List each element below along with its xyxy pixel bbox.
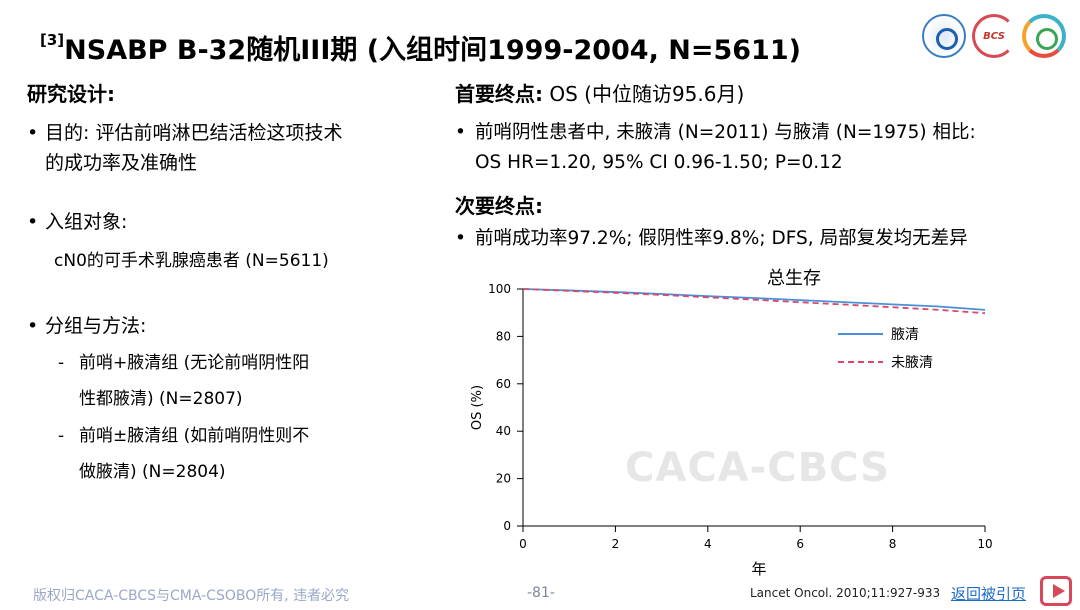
chart-title: 总生存 (767, 268, 821, 289)
association-logo (922, 14, 966, 58)
y-tick-label: 100 (488, 282, 511, 296)
primary-result-line-2: OS HR=1.20, 95% CI 0.96-1.50; P=0.12 (475, 152, 843, 173)
grouping-bullet: • 分组与方法: (27, 311, 146, 341)
back-to-reference-link[interactable]: 返回被引页 (951, 585, 1027, 603)
bullet-dot: • (455, 122, 466, 143)
bullet-dot: • (27, 211, 39, 233)
society-logo (1022, 14, 1066, 58)
group-2-line-1: 前哨±腋清组 (如前哨阴性则不 (79, 426, 310, 446)
y-tick-label: 0 (503, 519, 511, 533)
x-tick-label: 4 (704, 537, 712, 551)
grouping-label: 分组与方法: (45, 315, 147, 337)
back-arrow-icon[interactable] (1040, 576, 1072, 606)
primary-result-line-1: 前哨阴性患者中, 未腋清 (N=2011) 与腋清 (N=1975) 相比: (475, 122, 976, 143)
objective-line-1: 目的: 评估前哨淋巴结活检这项技术 (45, 122, 343, 144)
secondary-result-line: 前哨成功率97.2%; 假阴性率9.8%; DFS, 局部复发均无差异 (475, 228, 968, 249)
group-1-item: - 前哨+腋清组 (无论前哨阴性阳 性都腋清) (N=2807) (58, 345, 309, 417)
survival-chart: 总生存 0 20 40 60 80 100 0 2 4 6 8 10 年 OS (%) 腋清未腋清 (455, 262, 1015, 580)
x-tick-label: 0 (519, 537, 527, 551)
x-tick-label: 10 (977, 537, 992, 551)
series-line-1 (522, 288, 986, 311)
group-2-item: - 前哨±腋清组 (如前哨阴性则不 做腋清) (N=2804) (58, 418, 309, 490)
title-reference: [3] (40, 31, 65, 49)
copyright-notice: 版权归CACA-CBCS与CMA-CSOBO所有, 违者必究 (33, 588, 350, 604)
secondary-endpoint-heading: 次要终点: (455, 194, 543, 218)
bullet-dot: • (27, 315, 39, 337)
y-tick-label: 40 (496, 424, 511, 438)
y-tick-label: 20 (496, 472, 511, 486)
bullet-dot: • (455, 228, 466, 249)
group-1-line-1: 前哨+腋清组 (无论前哨阴性阳 (79, 353, 310, 373)
x-tick-label: 2 (612, 537, 620, 551)
group-1-line-2: 性都腋清) (N=2807) (79, 389, 243, 409)
bcs-logo: BCS (972, 14, 1016, 58)
x-tick-label: 8 (889, 537, 897, 551)
series-line-2 (522, 288, 986, 315)
page-number: -81- (527, 585, 555, 601)
y-axis-label: OS (%) (470, 385, 485, 430)
legend-label-1: 腋清 (891, 327, 919, 343)
study-design-heading: 研究设计: (27, 82, 115, 106)
slide-title: [3]NSABP B-32随机III期 (入组时间1999-2004, N=56… (40, 28, 801, 67)
title-text: NSABP B-32随机III期 (入组时间1999-2004, N=5611) (64, 35, 801, 66)
watermark: CACA-CBCS (625, 445, 890, 491)
dash-marker: - (58, 426, 65, 446)
objective-bullet: • 目的: 评估前哨淋巴结活检这项技术 的成功率及准确性 (27, 118, 427, 178)
enrollment-bullet: • 入组对象: (27, 207, 127, 237)
dash-marker: - (58, 353, 65, 373)
primary-result-bullet: • 前哨阴性患者中, 未腋清 (N=2011) 与腋清 (N=1975) 相比:… (455, 118, 1065, 178)
secondary-result-bullet: • 前哨成功率97.2%; 假阴性率9.8%; DFS, 局部复发均无差异 (455, 224, 1065, 254)
group-2-line-2: 做腋清) (N=2804) (79, 462, 226, 482)
enrollment-detail: cN0的可手术乳腺癌患者 (N=5611) (54, 251, 329, 271)
enrollment-label: 入组对象: (45, 211, 128, 233)
objective-line-2: 的成功率及准确性 (45, 152, 198, 174)
logo-group: BCS (922, 14, 1066, 58)
bullet-dot: • (27, 122, 39, 144)
y-tick-label: 80 (496, 329, 511, 343)
legend-label-2: 未腋清 (891, 355, 933, 371)
primary-endpoint-value: OS (中位随访95.6月) (543, 82, 745, 106)
y-tick-label: 60 (496, 377, 511, 391)
primary-endpoint-label: 首要终点: (455, 82, 543, 106)
x-tick-label: 6 (796, 537, 804, 551)
x-axis-label: 年 (751, 560, 766, 578)
primary-endpoint-heading: 首要终点: OS (中位随访95.6月) (455, 78, 744, 107)
citation: Lancet Oncol. 2010;11:927-933 (750, 586, 941, 600)
